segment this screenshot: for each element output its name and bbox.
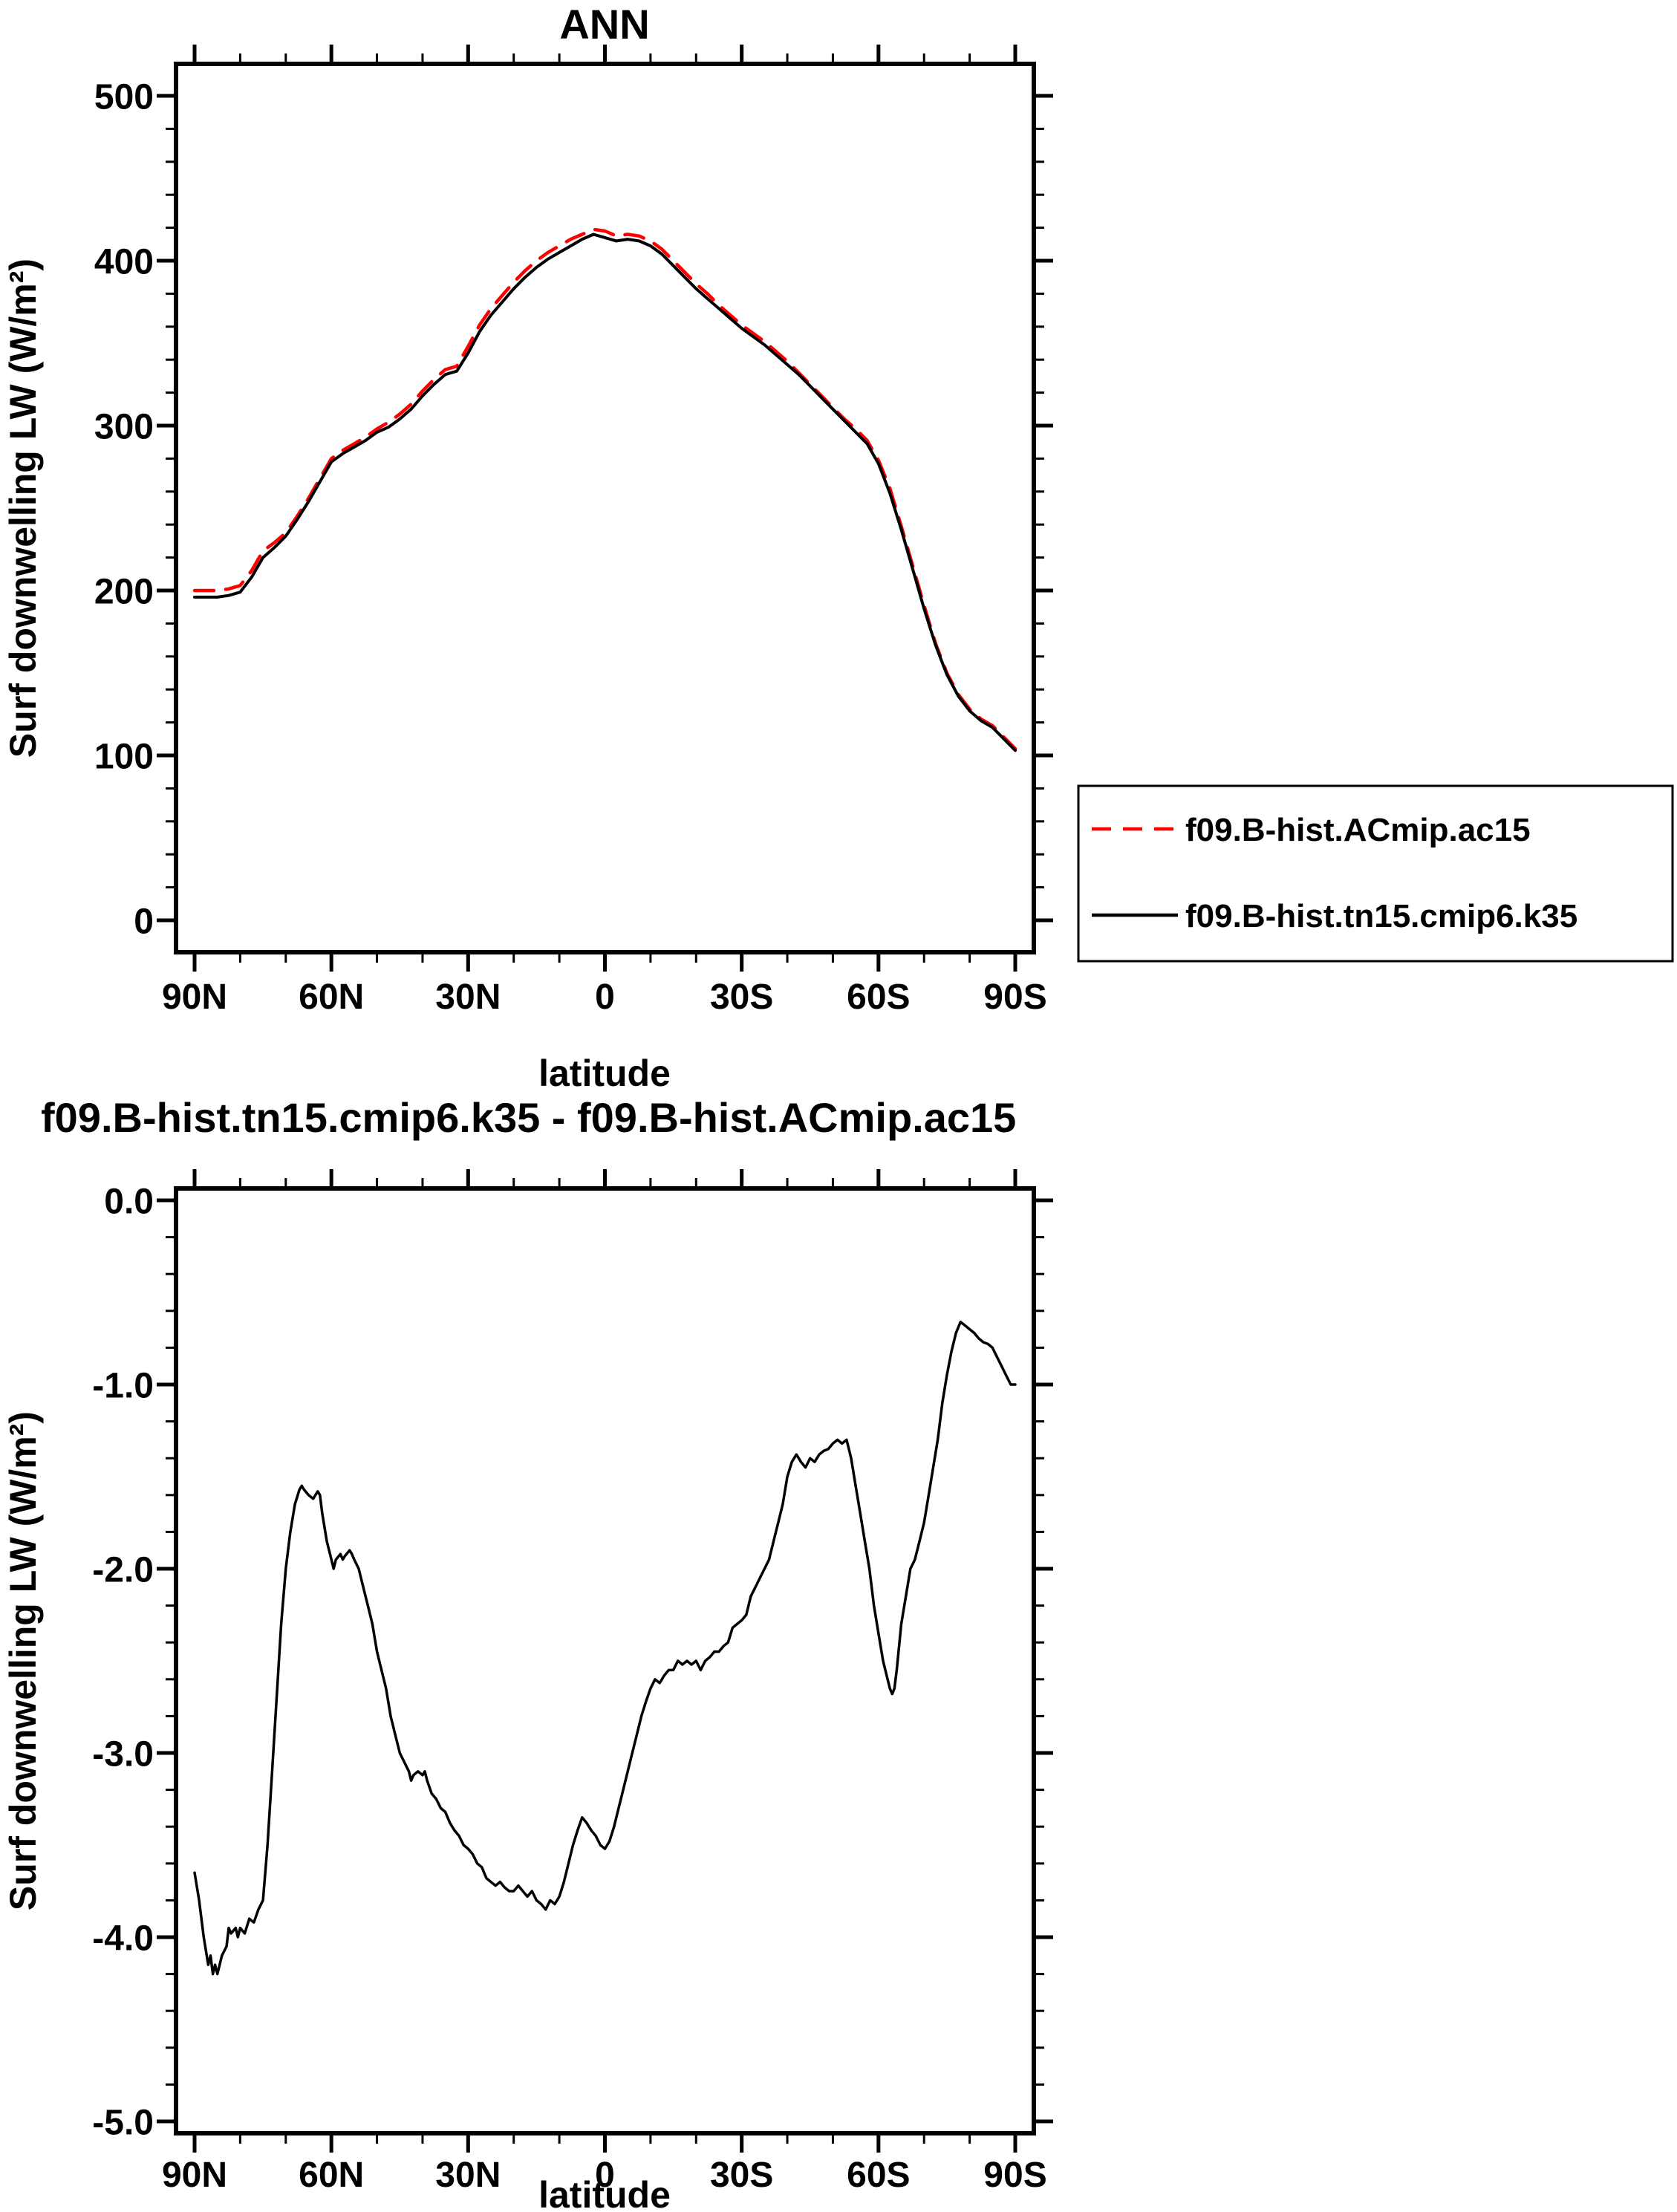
legend: f09.B-hist.ACmip.ac15 f09.B-hist.tn15.cmi… (1077, 784, 1674, 963)
plot-2: 90N 60N 30N 0 30S 60S 90S 0.0 -1.0 -2.0 -3.0 -4.0 -5… (2, 1094, 1053, 2212)
series-line-1-2 (193, 232, 1017, 752)
x-tick-label: 60S (847, 2156, 910, 2195)
x-tick-label: 60S (847, 977, 910, 1017)
y-axis-label: Surf downwelling LW (W/m²) (2, 1411, 44, 1910)
x-tick-label: 90S (983, 977, 1046, 1017)
x-tick-label: 60N (299, 2156, 364, 2195)
y-tick-label: -1.0 (92, 1366, 154, 1405)
x-tick-label: 30N (435, 977, 501, 1017)
y-tick-label: 0 (134, 902, 154, 941)
legend-border (1077, 784, 1674, 963)
plot-title: f09.B-hist.tn15.cmip6.k35 - f09.B-hist.A… (41, 1094, 1016, 1141)
x-axis-label: latitude (538, 2174, 671, 2212)
x-tick-label: 30S (710, 2156, 773, 2195)
y-tick-label: -3.0 (92, 1734, 154, 1774)
y-tick-label: -4.0 (92, 1919, 154, 1958)
x-tick-label: 30N (435, 2156, 501, 2195)
axis-box (174, 62, 1036, 954)
plot-1: 90N 60N 30N 0 30S 60S 90S 0 100 200 300 400 500 ANN la… (2, 1, 1053, 1094)
y-tick-label: 400 (94, 242, 154, 282)
y-tick-label: 0.0 (104, 1182, 154, 1221)
y-tick-label: 500 (94, 77, 154, 117)
y-tick-label: 300 (94, 407, 154, 446)
x-tick-label: 60N (299, 977, 364, 1017)
y-tick-label: 200 (94, 572, 154, 611)
series-line-1-1 (192, 227, 1017, 751)
x-axis-label: latitude (538, 1053, 671, 1094)
axis-box (174, 1186, 1036, 2135)
x-tick-label: 0 (595, 2156, 615, 2195)
plot-title: ANN (559, 1, 649, 48)
y-tick-label: -2.0 (92, 1550, 154, 1590)
y-axis-label: Surf downwelling LW (W/m²) (2, 258, 44, 758)
x-tick-label: 90N (162, 977, 227, 1017)
series-line-2-1 (193, 1320, 1017, 1976)
x-tick-label: 90S (983, 2156, 1046, 2195)
legend-label: f09.B-hist.ACmip.ac15 (1185, 812, 1531, 848)
x-tick-label: 0 (595, 977, 615, 1017)
y-tick-label: 100 (94, 737, 154, 776)
x-tick-label: 30S (710, 977, 773, 1017)
legend-label: f09.B-hist.tn15.cmip6.k35 (1185, 898, 1577, 934)
y-tick-label: -5.0 (92, 2103, 154, 2142)
x-tick-label: 90N (162, 2156, 227, 2195)
